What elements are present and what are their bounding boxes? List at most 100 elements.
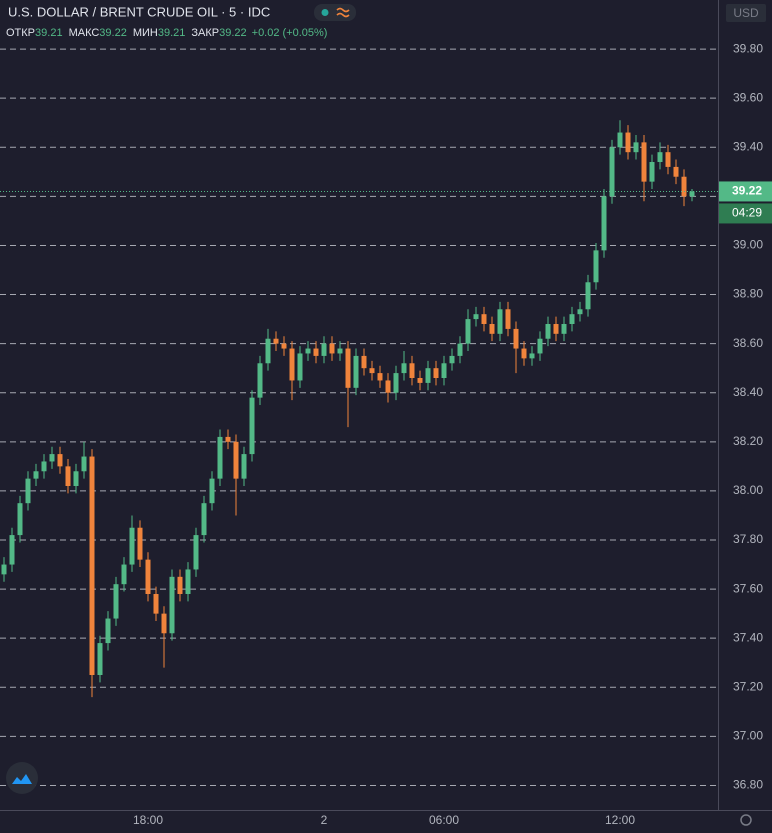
currency-box[interactable] (726, 4, 766, 22)
legend-value: 39.21 (158, 27, 186, 39)
candle-body (617, 132, 623, 148)
settings-icon[interactable] (740, 814, 752, 826)
plot-area (0, 48, 718, 786)
candle-body (305, 348, 311, 354)
market-open-dot (321, 9, 329, 16)
x-tick-label: 12:00 (605, 813, 635, 827)
y-tick-label: 38.60 (733, 336, 763, 350)
legend-value: 39.21 (35, 27, 63, 39)
candle-body (553, 324, 559, 334)
candle-body (209, 478, 215, 504)
candle-body (313, 348, 319, 356)
legend-value: 39.22 (99, 27, 127, 39)
candle-body (593, 250, 599, 283)
candle-body (393, 373, 399, 393)
candle-body (25, 478, 31, 504)
candle-body (665, 152, 671, 167)
candle-body (545, 324, 551, 339)
candle-body (689, 191, 695, 197)
candle-body (497, 309, 503, 334)
candle-body (201, 503, 207, 536)
legend-label: ОТКР (6, 27, 35, 39)
candle-body (673, 166, 679, 177)
candle-body (273, 338, 279, 344)
y-tick-label: 38.80 (733, 287, 763, 301)
candle-body (65, 466, 71, 486)
candle-body (1, 564, 7, 575)
last-price-label: 39.22 (732, 184, 762, 198)
candle-body (489, 324, 495, 334)
candle-body (169, 576, 175, 634)
legend-value: 39.22 (219, 27, 247, 39)
candle-body (473, 314, 479, 320)
candle-body (73, 471, 79, 486)
candle-body (161, 613, 167, 634)
candle-body (585, 282, 591, 310)
candle-body (353, 355, 359, 388)
candle-body (57, 454, 63, 467)
candle-body (465, 319, 471, 344)
logo (12, 774, 32, 784)
candle-body (153, 594, 159, 614)
candle-body (281, 343, 287, 349)
overlay: U.S. DOLLAR / BRENT CRUDE OIL · 5 · IDC … (6, 4, 772, 827)
candle-body (33, 471, 39, 479)
x-tick-label: 2 (321, 813, 328, 827)
candle-body (297, 353, 303, 381)
candle-body (481, 314, 487, 324)
candle-body (625, 132, 631, 153)
legend-label: ЗАКР (191, 27, 219, 39)
candle-body (265, 338, 271, 364)
currency: USD (733, 6, 759, 20)
candle-body (641, 142, 647, 182)
countdown-label: 04:29 (732, 206, 762, 220)
candle-body (145, 559, 151, 594)
candle-body (105, 618, 111, 644)
legend-label: МАКС (69, 27, 100, 39)
candle-body (41, 461, 47, 472)
candle-body (433, 368, 439, 378)
legend-label: МИН (133, 27, 158, 39)
candle-body (449, 355, 455, 364)
candle-body (217, 436, 223, 479)
candle-body (457, 343, 463, 356)
candle-body (185, 569, 191, 594)
y-tick-label: 37.80 (733, 532, 763, 546)
candle-body (241, 454, 247, 479)
candle-body (129, 527, 135, 565)
candle-body (89, 456, 95, 675)
candle-body (81, 456, 87, 472)
candle-body (289, 348, 295, 381)
candle-body (137, 527, 143, 560)
candle-body (425, 368, 431, 383)
delayed-icon (336, 7, 350, 18)
candle-body (681, 176, 687, 197)
candle-body (601, 196, 607, 251)
ohlc-legend: ОТКР39.21 МАКС39.22 МИН39.21 ЗАКР39.22 +0.02… (6, 27, 327, 39)
candle-body (321, 343, 327, 356)
candle-body (417, 378, 423, 383)
candle-body (505, 309, 511, 329)
logo-button[interactable] (6, 762, 38, 794)
last-price-box (719, 181, 772, 202)
legend-change: +0.02 (+0.05%) (252, 27, 328, 39)
y-tick-label: 37.40 (733, 630, 763, 644)
candle-body (649, 162, 655, 182)
y-tick-label: 39.60 (733, 90, 763, 104)
y-tick-label: 37.60 (733, 581, 763, 595)
x-tick-label: 06:00 (429, 813, 459, 827)
candle-body (401, 363, 407, 374)
candle-body (49, 454, 55, 462)
candle-body (569, 314, 575, 324)
candle-body (177, 576, 183, 594)
y-tick-label: 39.80 (733, 41, 763, 55)
candle-body (561, 324, 567, 334)
candle-body (513, 328, 519, 349)
status-chip[interactable] (314, 4, 356, 21)
candle-body (9, 535, 15, 565)
x-tick-label: 18:00 (133, 813, 163, 827)
candle-body (233, 441, 239, 479)
candle-body (609, 147, 615, 197)
